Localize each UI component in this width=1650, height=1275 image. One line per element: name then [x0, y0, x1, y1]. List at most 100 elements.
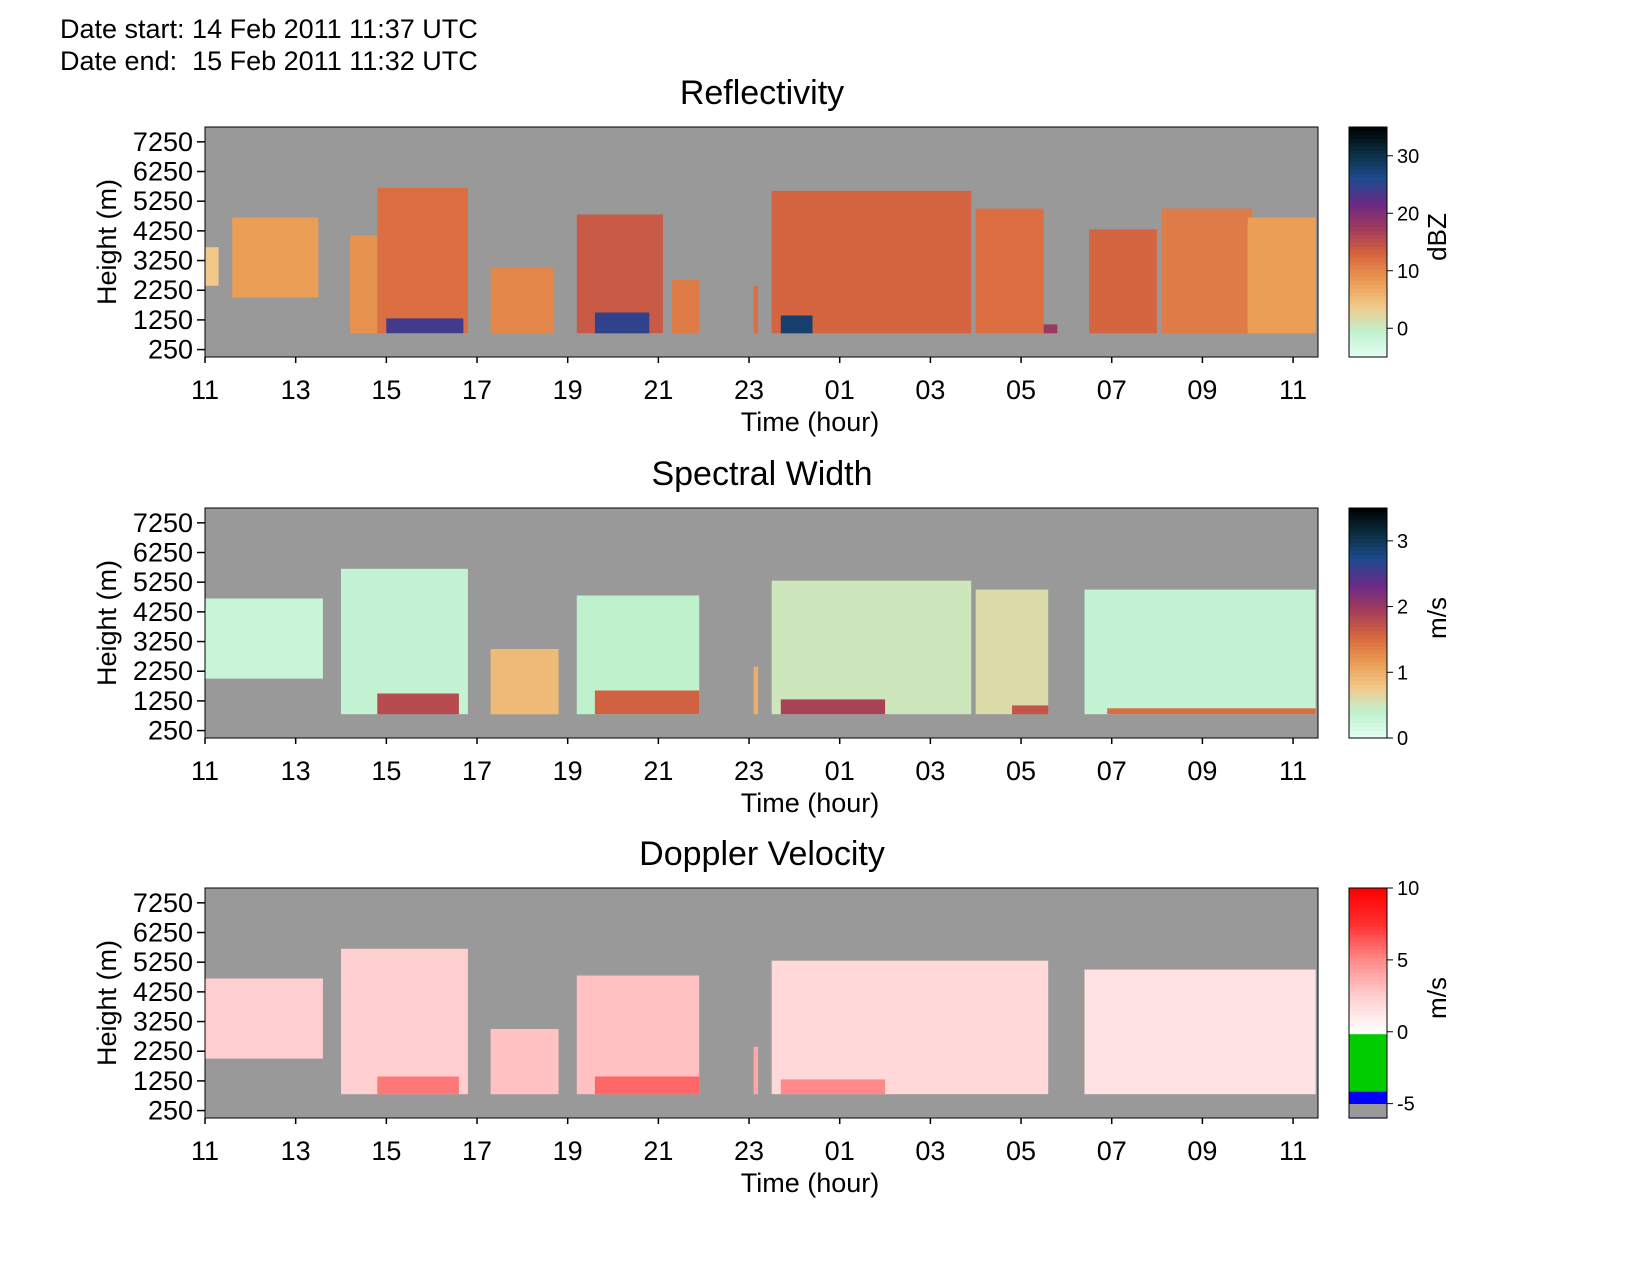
- x-tick-label: 13: [281, 1136, 311, 1166]
- y-tick-label: 2250: [133, 275, 193, 305]
- colorbar-segment: [1349, 1006, 1387, 1012]
- colorbar-segment: [1349, 330, 1387, 335]
- y-tick-label: 1250: [133, 686, 193, 716]
- colorbar-segment: [1349, 176, 1387, 182]
- colorbar-segment: [1349, 976, 1387, 981]
- colorbar-label: m/s: [1422, 597, 1452, 639]
- colorbar-segment: [1349, 726, 1387, 731]
- colorbar-segment: [1349, 138, 1387, 143]
- colorbar-segment: [1349, 288, 1387, 293]
- colorbar-segment: [1349, 657, 1387, 662]
- echo-cell: [771, 190, 972, 334]
- colorbar-segment: [1349, 1052, 1387, 1058]
- y-tick-label: 2250: [133, 1036, 193, 1066]
- panel-1: Spectral Width72506250525042503250225012…: [92, 455, 1452, 818]
- echo-cell: [1084, 969, 1316, 1095]
- colorbar-segment: [1349, 1091, 1387, 1096]
- x-tick-label: 21: [643, 1136, 673, 1166]
- colorbar: 3 2 1 0 m/s: [1348, 507, 1452, 750]
- colorbar-tick-label: 10: [1397, 878, 1419, 900]
- echo-cell: [386, 318, 464, 334]
- x-tick-label: 23: [734, 1136, 764, 1166]
- x-tick-label: 01: [825, 756, 855, 786]
- echo-cell: [753, 666, 759, 715]
- colorbar-segment: [1349, 546, 1387, 551]
- echo-cell: [490, 649, 559, 715]
- colorbar-segment: [1349, 192, 1387, 197]
- echo-cell: [753, 1046, 759, 1095]
- colorbar-segment: [1349, 295, 1387, 301]
- plot-frame: [204, 887, 1319, 1119]
- colorbar-segment: [1349, 1075, 1387, 1081]
- colorbar-segment: [1349, 1033, 1387, 1039]
- colorbar-segment: [1349, 918, 1387, 924]
- colorbar-segment: [1349, 588, 1387, 593]
- x-axis-label: Time (hour): [741, 407, 880, 437]
- x-tick-label: 11: [1279, 1136, 1307, 1166]
- colorbar-tick-label: 10: [1397, 261, 1419, 283]
- colorbar-tick-label: 0: [1397, 318, 1408, 340]
- plot-frame: [204, 507, 1319, 739]
- colorbar-segment: [1349, 649, 1387, 655]
- colorbar-segment: [1349, 680, 1387, 685]
- y-axis-label: Height (m): [92, 560, 122, 686]
- colorbar-segment: [1349, 550, 1387, 555]
- y-tick-label: 3250: [133, 1007, 193, 1037]
- echo-cell: [594, 1076, 700, 1095]
- panel-0: Reflectivity 7250625052504250325022501250…: [92, 74, 1452, 437]
- colorbar-segment: [1349, 245, 1387, 251]
- echo-cell: [205, 247, 219, 286]
- colorbar-segment: [1349, 1026, 1387, 1031]
- colorbar-segment: [1349, 165, 1387, 170]
- colorbar-segment: [1349, 623, 1387, 628]
- echo-cell: [341, 568, 468, 715]
- colorbar-segment: [1349, 611, 1387, 616]
- x-tick-label: 03: [915, 756, 945, 786]
- x-tick-label: 05: [1006, 756, 1036, 786]
- colorbar-tick-label: 0: [1397, 1022, 1408, 1044]
- colorbar-segment: [1349, 1037, 1387, 1042]
- colorbar-segment: [1349, 196, 1387, 201]
- colorbar-segment: [1349, 888, 1387, 893]
- y-tick-label: 1250: [133, 305, 193, 335]
- colorbar-segment: [1349, 565, 1387, 570]
- colorbar-segment: [1349, 1018, 1387, 1023]
- x-tick-label: 19: [553, 1136, 583, 1166]
- x-tick-label: 07: [1097, 756, 1127, 786]
- colorbar-segment: [1349, 157, 1387, 163]
- x-tick-label: 11: [191, 756, 219, 786]
- x-tick-label: 21: [643, 375, 673, 405]
- y-tick-label: 250: [148, 335, 193, 365]
- colorbar-segment: [1349, 646, 1387, 651]
- x-tick-label: 09: [1187, 375, 1217, 405]
- colorbar-segment: [1349, 230, 1387, 235]
- colorbar-segment: [1349, 600, 1387, 605]
- colorbar-segment: [1349, 146, 1387, 151]
- colorbar-segment: [1349, 527, 1387, 532]
- colorbar-segment: [1349, 523, 1387, 528]
- colorbar-segment: [1349, 899, 1387, 904]
- colorbar-segment: [1349, 203, 1387, 209]
- y-tick-label: 7250: [133, 888, 193, 918]
- x-tick-label: 13: [281, 375, 311, 405]
- colorbar-segment: [1349, 1095, 1387, 1100]
- colorbar-segment: [1349, 180, 1387, 186]
- colorbar-segment: [1349, 688, 1387, 693]
- colorbar-segment: [1349, 303, 1387, 308]
- echo-cell: [377, 187, 468, 334]
- x-tick-label: 21: [643, 756, 673, 786]
- x-tick-label: 11: [191, 1136, 219, 1166]
- echo-cell: [780, 315, 813, 334]
- colorbar-segment: [1349, 626, 1387, 632]
- colorbar-segment: [1349, 207, 1387, 212]
- colorbar-segment: [1349, 215, 1387, 220]
- echo-cell: [753, 285, 759, 334]
- colorbar: 30 20 10 0 dBZ: [1348, 126, 1452, 358]
- colorbar-segment: [1349, 991, 1387, 996]
- y-tick-label: 4250: [133, 977, 193, 1007]
- colorbar-segment: [1349, 169, 1387, 174]
- colorbar-segment: [1349, 577, 1387, 582]
- y-tick-label: 2250: [133, 656, 193, 686]
- colorbar: 10 5 0 -5 m/s: [1348, 878, 1452, 1119]
- colorbar-segment: [1349, 964, 1387, 970]
